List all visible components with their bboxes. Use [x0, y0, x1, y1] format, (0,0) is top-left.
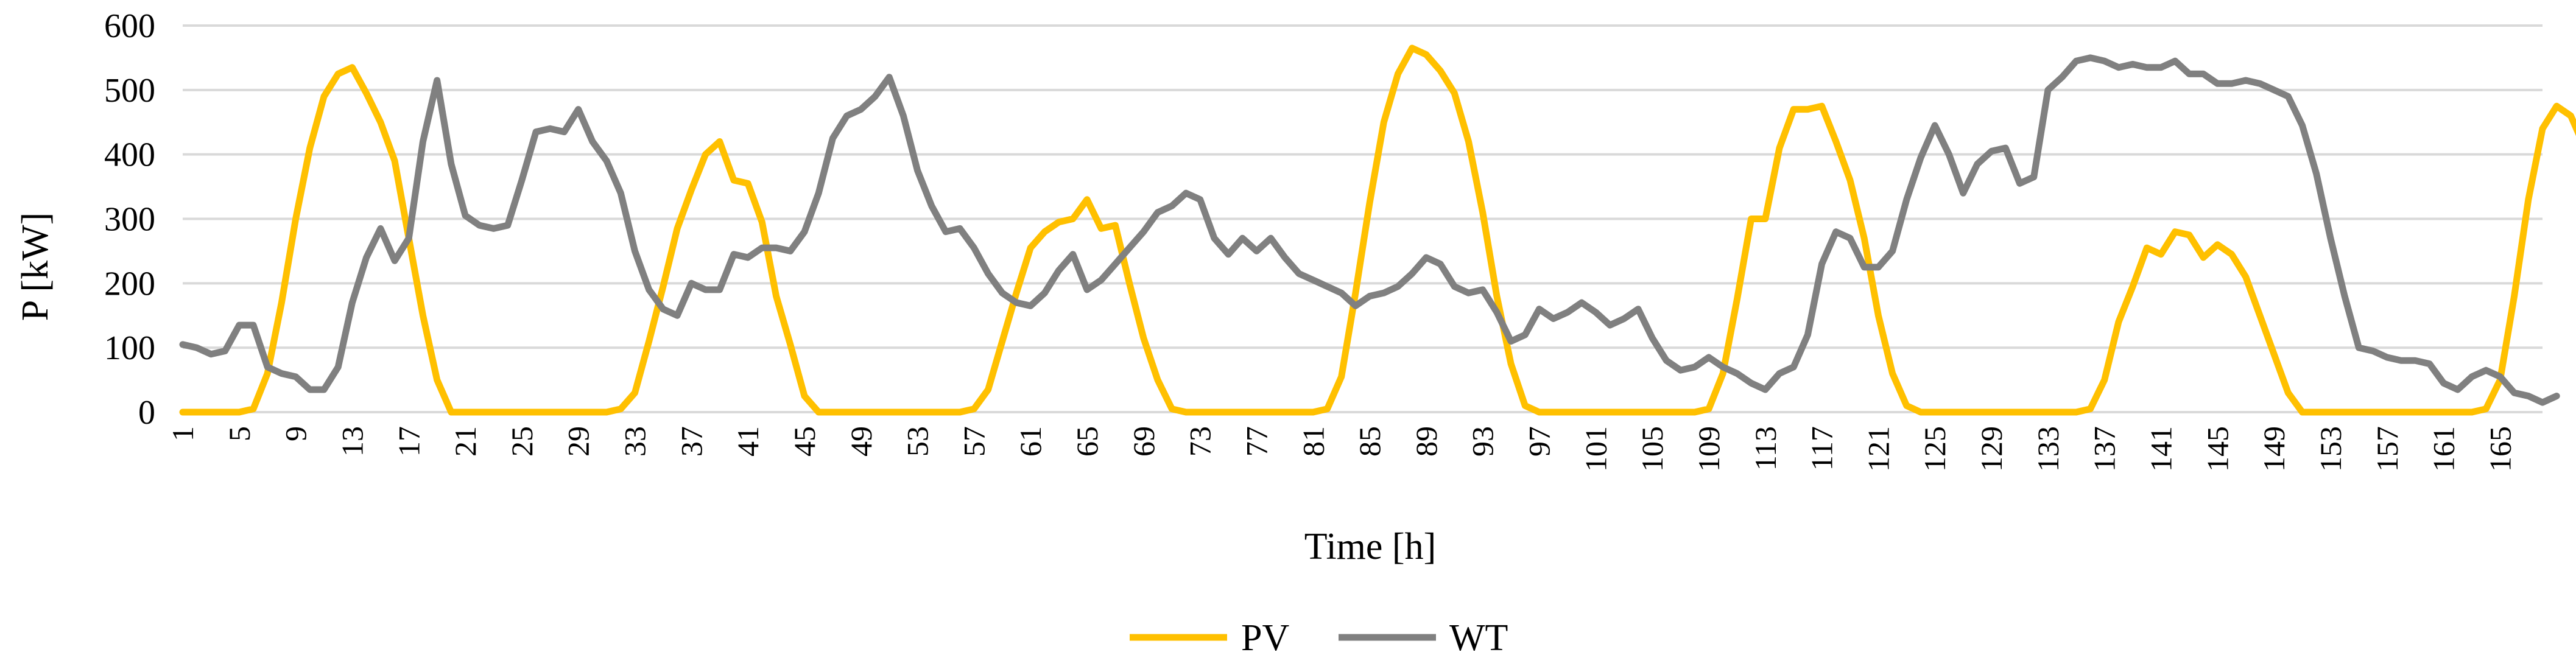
y-axis-ticks: 0 100 200 300 400 500 600 — [104, 7, 155, 432]
x-tick-label: 85 — [1353, 426, 1387, 457]
y-tick-label: 400 — [104, 136, 155, 174]
x-tick-label: 141 — [2144, 426, 2178, 472]
series-lines — [179, 44, 2576, 416]
y-tick-label: 500 — [104, 72, 155, 110]
legend: PV WT — [1130, 617, 1508, 659]
x-tick-label: 89 — [1409, 426, 1443, 457]
legend-label-wt: WT — [1449, 617, 1508, 659]
x-tick-label: 101 — [1578, 426, 1613, 472]
y-tick-label: 100 — [104, 329, 155, 367]
x-tick-label: 9 — [279, 426, 313, 441]
x-tick-label: 65 — [1070, 426, 1104, 457]
x-tick-label: 157 — [2370, 426, 2404, 472]
x-tick-label: 149 — [2257, 426, 2291, 472]
x-tick-label: 41 — [731, 426, 765, 457]
x-tick-label: 61 — [1013, 426, 1047, 457]
x-tick-label: 5 — [222, 426, 256, 441]
x-tick-label: 117 — [1805, 426, 1839, 471]
x-tick-label: 73 — [1183, 426, 1217, 457]
x-tick-label: 129 — [1974, 426, 2008, 472]
x-tick-label: 137 — [2088, 426, 2122, 472]
y-tick-label: 300 — [104, 201, 155, 239]
x-tick-label: 29 — [561, 426, 596, 457]
x-tick-label: 165 — [2483, 426, 2517, 472]
x-tick-label: 33 — [618, 426, 652, 457]
x-tick-label: 53 — [901, 426, 935, 457]
x-tick-label: 161 — [2427, 426, 2461, 472]
gridlines — [183, 24, 2543, 413]
x-tick-label: 57 — [957, 426, 991, 457]
x-tick-label: 125 — [1918, 426, 1952, 472]
x-axis-ticks: 1 5 9 13 17 21 25 29 33 37 41 45 49 53 57 61 65 69 73 77 81 8… — [166, 426, 2517, 472]
x-tick-label: 105 — [1635, 426, 1669, 472]
x-tick-label: 17 — [392, 426, 426, 457]
x-tick-label: 81 — [1296, 426, 1330, 457]
x-tick-label: 113 — [1748, 426, 1782, 471]
x-tick-label: 25 — [505, 426, 539, 457]
y-tick-label: 0 — [138, 394, 155, 432]
x-tick-label: 97 — [1522, 426, 1557, 457]
y-tick-label: 600 — [104, 7, 155, 45]
x-tick-label: 37 — [674, 426, 708, 457]
x-tick-label: 69 — [1127, 426, 1161, 457]
series-line-pv — [179, 44, 2576, 416]
x-tick-label: 145 — [2200, 426, 2234, 472]
x-tick-label: 77 — [1239, 426, 1273, 457]
x-tick-label: 21 — [448, 426, 482, 457]
y-tick-label: 200 — [104, 265, 155, 303]
legend-label-pv: PV — [1241, 617, 1289, 659]
x-tick-label: 49 — [844, 426, 878, 457]
x-tick-label: 1 — [166, 426, 200, 441]
series-line-wt — [179, 54, 2560, 406]
x-axis-title: Time [h] — [1304, 526, 1436, 567]
x-tick-label: 121 — [1861, 426, 1895, 472]
x-tick-label: 93 — [1466, 426, 1500, 457]
x-tick-label: 45 — [787, 426, 822, 457]
x-tick-label: 109 — [1692, 426, 1726, 472]
y-axis-title: P [kW] — [15, 212, 56, 321]
x-tick-label: 153 — [2314, 426, 2348, 472]
x-tick-label: 133 — [2031, 426, 2065, 472]
x-tick-label: 13 — [335, 426, 369, 457]
